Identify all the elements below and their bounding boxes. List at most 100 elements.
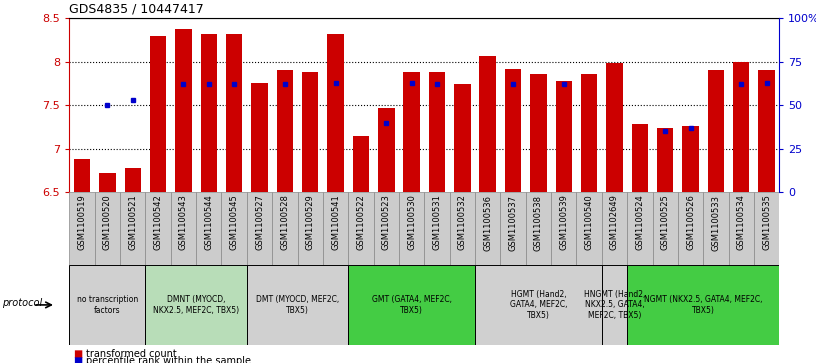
Bar bbox=[530, 74, 547, 192]
Text: GSM1100521: GSM1100521 bbox=[128, 195, 137, 250]
Text: GSM1100536: GSM1100536 bbox=[483, 195, 492, 250]
Bar bbox=[171, 192, 196, 265]
Text: GSM1100535: GSM1100535 bbox=[762, 195, 771, 250]
Bar bbox=[323, 192, 348, 265]
Text: GSM1100543: GSM1100543 bbox=[179, 195, 188, 250]
Text: GSM1100531: GSM1100531 bbox=[432, 195, 441, 250]
Text: GSM1100526: GSM1100526 bbox=[686, 195, 695, 250]
Text: GSM1100528: GSM1100528 bbox=[281, 195, 290, 250]
Text: GSM1100522: GSM1100522 bbox=[357, 195, 366, 250]
Bar bbox=[475, 192, 500, 265]
Text: GSM1100544: GSM1100544 bbox=[204, 195, 213, 250]
Bar bbox=[678, 192, 703, 265]
Text: GSM1100545: GSM1100545 bbox=[229, 195, 238, 250]
Text: GSM1100541: GSM1100541 bbox=[331, 195, 340, 250]
Text: percentile rank within the sample: percentile rank within the sample bbox=[86, 356, 251, 363]
Text: HNGMT (Hand2,
NKX2.5, GATA4,
MEF2C, TBX5): HNGMT (Hand2, NKX2.5, GATA4, MEF2C, TBX5… bbox=[583, 290, 645, 320]
Text: HGMT (Hand2,
GATA4, MEF2C,
TBX5): HGMT (Hand2, GATA4, MEF2C, TBX5) bbox=[510, 290, 567, 320]
Bar bbox=[424, 192, 450, 265]
Text: GDS4835 / 10447417: GDS4835 / 10447417 bbox=[69, 3, 204, 16]
Bar bbox=[526, 192, 551, 265]
Text: GSM1100538: GSM1100538 bbox=[534, 195, 543, 250]
Bar bbox=[729, 192, 754, 265]
Bar bbox=[175, 29, 192, 192]
Text: GSM1100540: GSM1100540 bbox=[584, 195, 593, 250]
Bar bbox=[707, 70, 724, 192]
Bar bbox=[348, 192, 374, 265]
Bar bbox=[653, 192, 678, 265]
Bar bbox=[145, 265, 246, 345]
Bar bbox=[145, 192, 171, 265]
Text: GSM1100534: GSM1100534 bbox=[737, 195, 746, 250]
Text: ■: ■ bbox=[73, 356, 82, 363]
Text: protocol: protocol bbox=[2, 298, 42, 308]
Bar bbox=[657, 128, 673, 192]
Bar bbox=[196, 192, 221, 265]
Bar bbox=[273, 192, 298, 265]
Bar bbox=[150, 36, 166, 192]
Bar bbox=[378, 108, 394, 192]
Text: GSM1100519: GSM1100519 bbox=[78, 195, 86, 250]
Bar bbox=[403, 72, 420, 192]
Bar bbox=[125, 168, 141, 192]
Bar bbox=[246, 265, 348, 345]
Bar bbox=[551, 192, 576, 265]
Bar bbox=[601, 265, 628, 345]
Text: NGMT (NKX2.5, GATA4, MEF2C,
TBX5): NGMT (NKX2.5, GATA4, MEF2C, TBX5) bbox=[644, 295, 762, 315]
Text: GSM1100529: GSM1100529 bbox=[306, 195, 315, 250]
Text: GSM1100533: GSM1100533 bbox=[712, 195, 721, 250]
Bar bbox=[682, 126, 698, 192]
Bar bbox=[246, 192, 273, 265]
Bar bbox=[221, 192, 246, 265]
Bar bbox=[120, 192, 145, 265]
Bar bbox=[348, 265, 475, 345]
Text: ■: ■ bbox=[73, 349, 82, 359]
Bar bbox=[69, 192, 95, 265]
Bar bbox=[480, 57, 496, 192]
Text: GSM1100532: GSM1100532 bbox=[458, 195, 467, 250]
Bar bbox=[455, 84, 471, 192]
Bar bbox=[632, 125, 648, 192]
Bar bbox=[475, 265, 601, 345]
Bar bbox=[628, 192, 653, 265]
Bar bbox=[73, 159, 91, 192]
Bar bbox=[601, 192, 628, 265]
Bar bbox=[733, 62, 749, 192]
Text: GSM1100520: GSM1100520 bbox=[103, 195, 112, 250]
Bar bbox=[201, 34, 217, 192]
Bar bbox=[298, 192, 323, 265]
Bar bbox=[69, 265, 145, 345]
Bar bbox=[576, 192, 602, 265]
Text: no transcription
factors: no transcription factors bbox=[77, 295, 138, 315]
Bar bbox=[556, 81, 572, 192]
Bar bbox=[703, 192, 729, 265]
Bar bbox=[628, 265, 779, 345]
Bar bbox=[399, 192, 424, 265]
Bar bbox=[251, 83, 268, 192]
Text: GSM1100539: GSM1100539 bbox=[559, 195, 568, 250]
Bar bbox=[758, 70, 775, 192]
Bar bbox=[581, 74, 597, 192]
Bar bbox=[428, 72, 446, 192]
Text: GSM1100523: GSM1100523 bbox=[382, 195, 391, 250]
Text: DMNT (MYOCD,
NKX2.5, MEF2C, TBX5): DMNT (MYOCD, NKX2.5, MEF2C, TBX5) bbox=[153, 295, 239, 315]
Bar bbox=[226, 34, 242, 192]
Bar bbox=[754, 192, 779, 265]
Text: GSM1100530: GSM1100530 bbox=[407, 195, 416, 250]
Bar bbox=[327, 34, 344, 192]
Bar bbox=[100, 173, 116, 192]
Text: GSM1100527: GSM1100527 bbox=[255, 195, 264, 250]
Text: GSM1102649: GSM1102649 bbox=[610, 195, 619, 250]
Text: GMT (GATA4, MEF2C,
TBX5): GMT (GATA4, MEF2C, TBX5) bbox=[371, 295, 451, 315]
Text: GSM1100525: GSM1100525 bbox=[661, 195, 670, 250]
Bar bbox=[450, 192, 475, 265]
Bar bbox=[95, 192, 120, 265]
Bar bbox=[500, 192, 526, 265]
Bar bbox=[353, 136, 369, 192]
Text: GSM1100542: GSM1100542 bbox=[153, 195, 162, 250]
Bar bbox=[374, 192, 399, 265]
Bar bbox=[505, 69, 521, 192]
Text: GSM1100537: GSM1100537 bbox=[508, 195, 517, 250]
Text: GSM1100524: GSM1100524 bbox=[636, 195, 645, 250]
Text: DMT (MYOCD, MEF2C,
TBX5): DMT (MYOCD, MEF2C, TBX5) bbox=[256, 295, 339, 315]
